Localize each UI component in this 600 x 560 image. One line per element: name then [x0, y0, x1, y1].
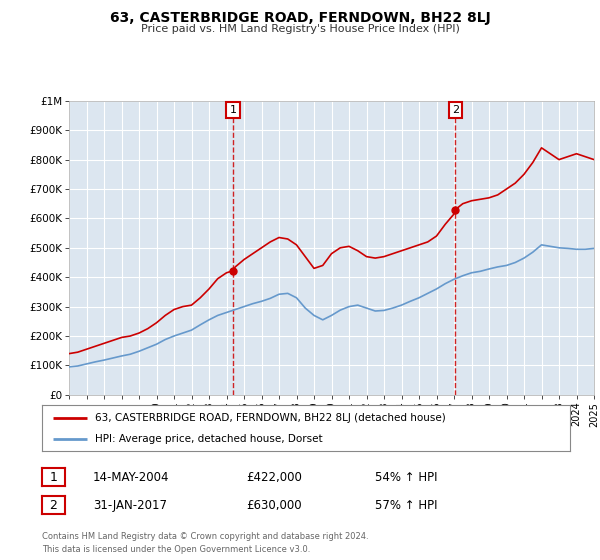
Text: Price paid vs. HM Land Registry's House Price Index (HPI): Price paid vs. HM Land Registry's House … — [140, 24, 460, 34]
Text: Contains HM Land Registry data © Crown copyright and database right 2024.: Contains HM Land Registry data © Crown c… — [42, 532, 368, 541]
Text: 2: 2 — [49, 498, 58, 512]
Text: HPI: Average price, detached house, Dorset: HPI: Average price, detached house, Dors… — [95, 435, 322, 444]
Text: 1: 1 — [49, 470, 58, 484]
Text: 1: 1 — [229, 105, 236, 115]
Text: 2: 2 — [452, 105, 459, 115]
Text: 14-MAY-2004: 14-MAY-2004 — [93, 470, 170, 484]
Text: 54% ↑ HPI: 54% ↑ HPI — [375, 470, 437, 484]
Text: £630,000: £630,000 — [246, 498, 302, 512]
Text: 63, CASTERBRIDGE ROAD, FERNDOWN, BH22 8LJ (detached house): 63, CASTERBRIDGE ROAD, FERNDOWN, BH22 8L… — [95, 413, 446, 423]
Text: 31-JAN-2017: 31-JAN-2017 — [93, 498, 167, 512]
Text: 57% ↑ HPI: 57% ↑ HPI — [375, 498, 437, 512]
Text: £422,000: £422,000 — [246, 470, 302, 484]
Text: 63, CASTERBRIDGE ROAD, FERNDOWN, BH22 8LJ: 63, CASTERBRIDGE ROAD, FERNDOWN, BH22 8L… — [110, 11, 490, 25]
Text: This data is licensed under the Open Government Licence v3.0.: This data is licensed under the Open Gov… — [42, 545, 310, 554]
